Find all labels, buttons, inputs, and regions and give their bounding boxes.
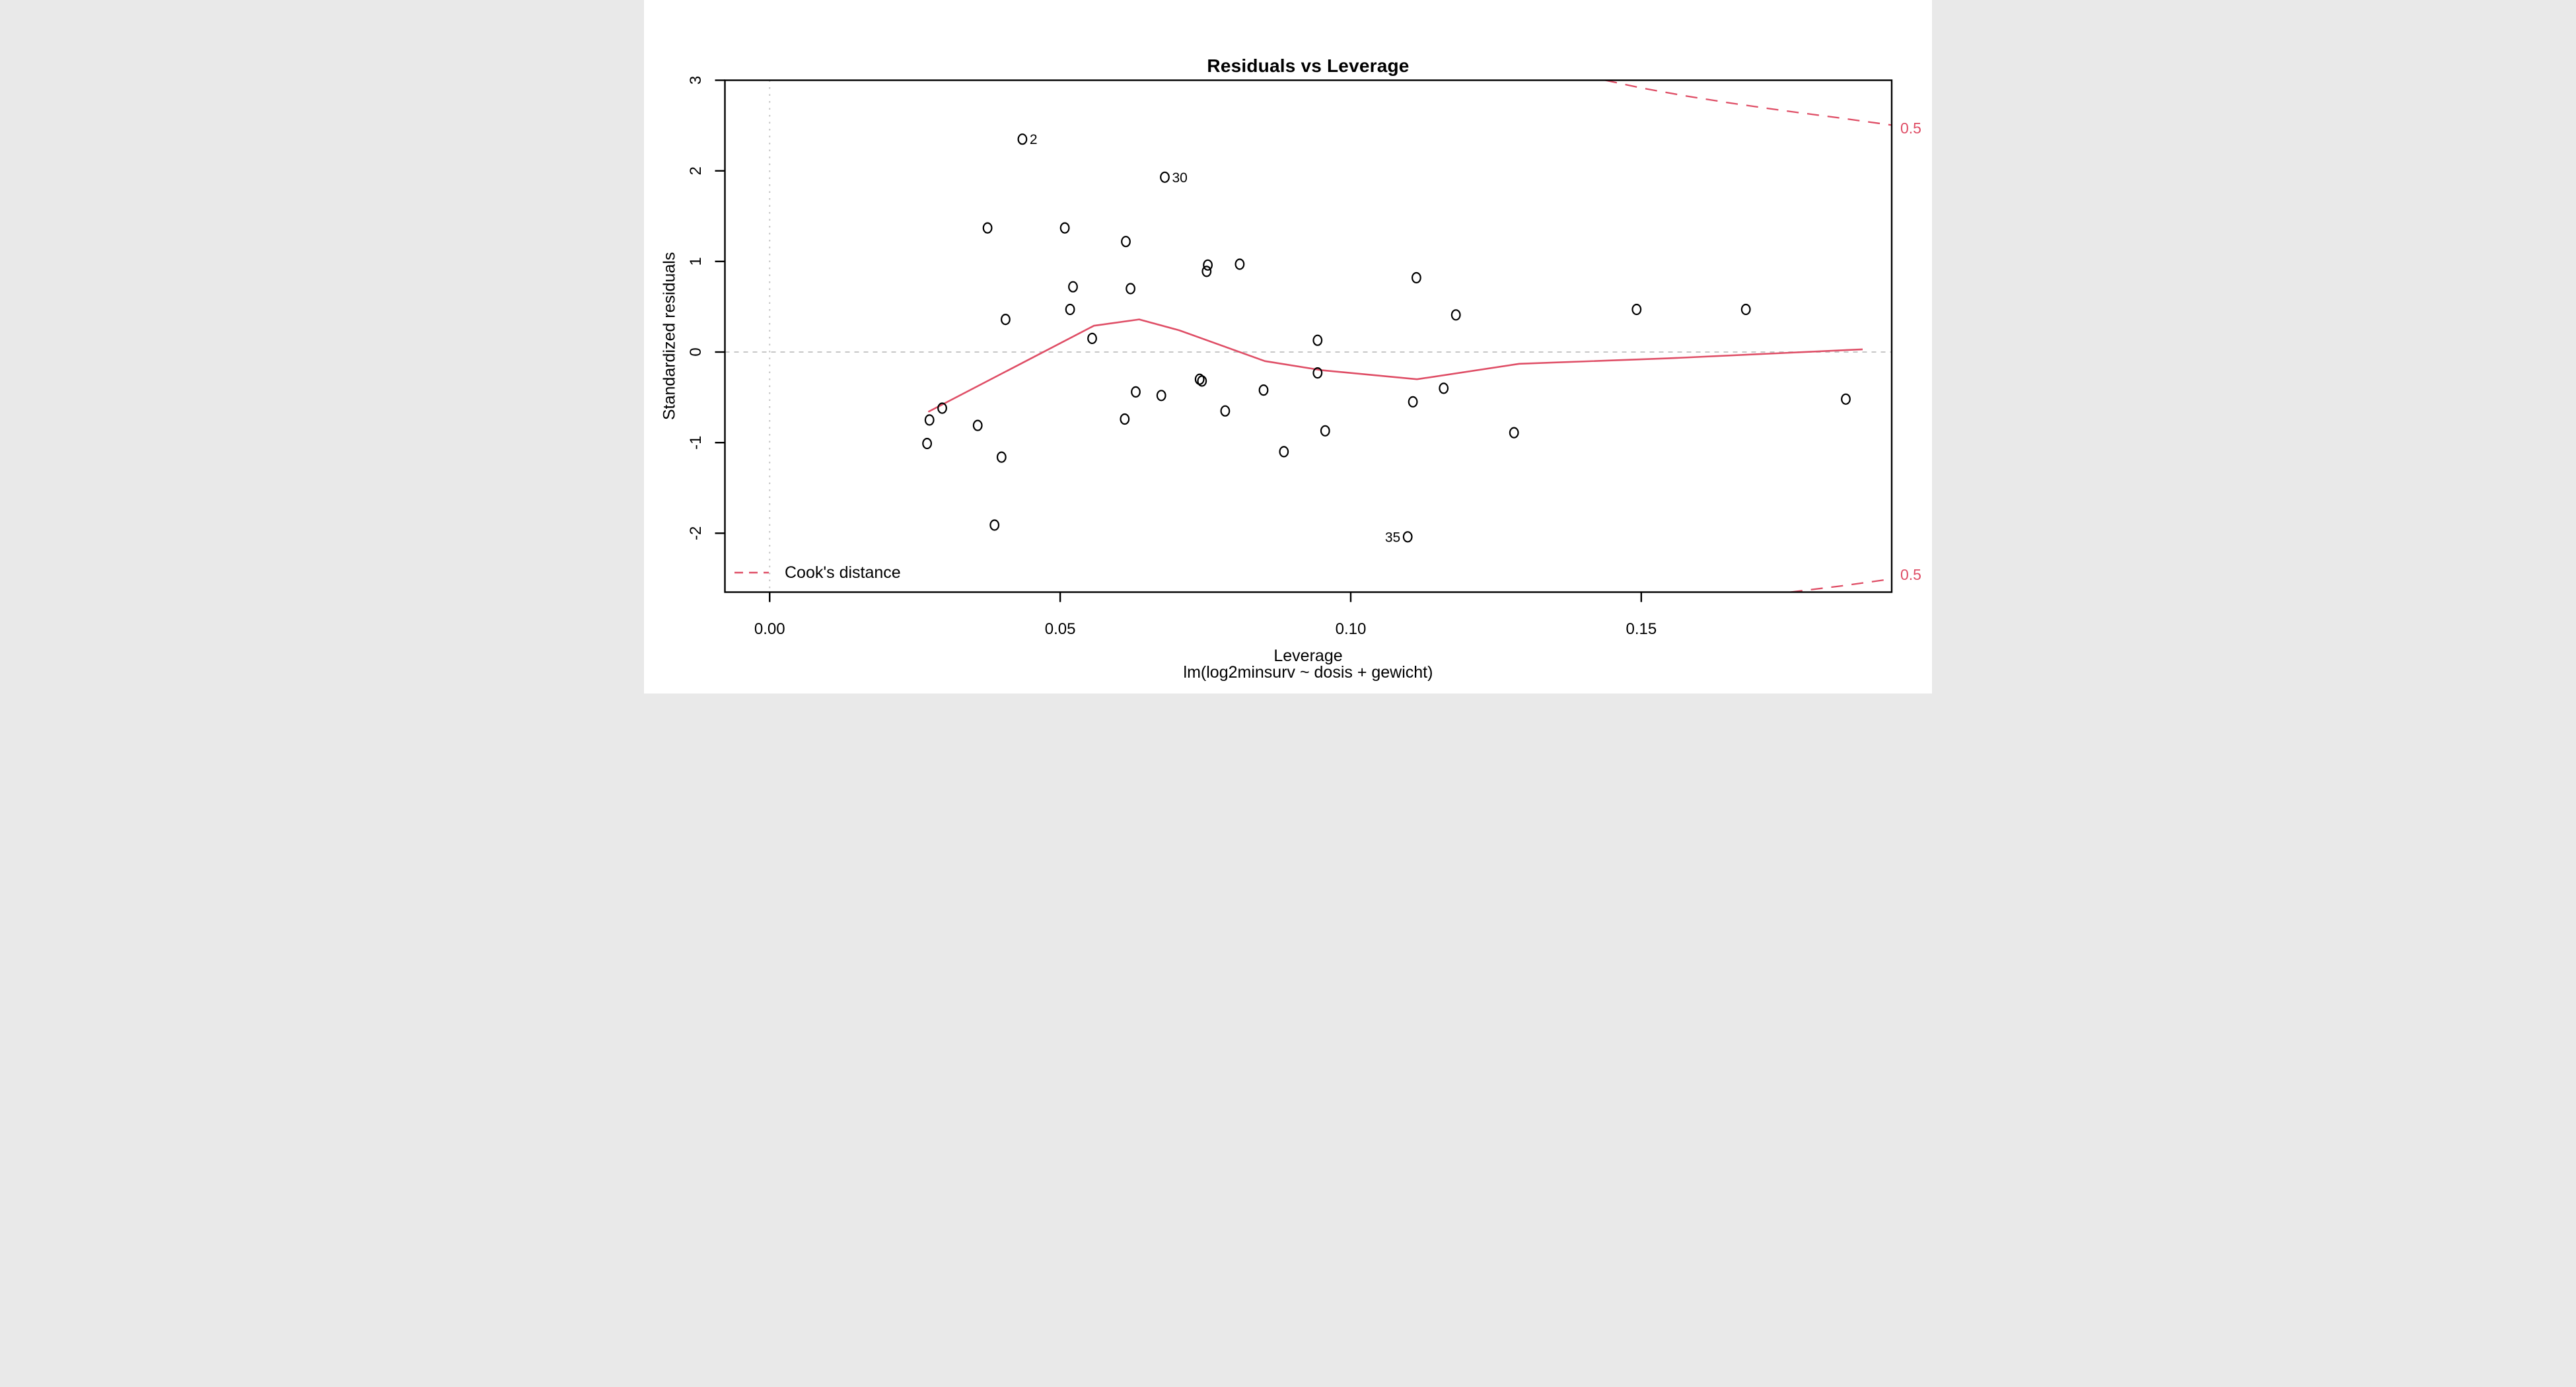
y-tick-label: -2 <box>687 526 705 540</box>
data-point <box>1258 384 1269 396</box>
cooks-distance-legend: Cook's distance <box>734 563 901 582</box>
data-point <box>1411 271 1421 284</box>
cooks-distance-contours <box>1605 79 1892 593</box>
y-axis-ticks: -2 -1 0 1 2 3 <box>687 76 725 540</box>
data-point <box>972 419 983 431</box>
y-tick-label: -1 <box>687 436 705 450</box>
dashed-line-icon <box>734 571 769 574</box>
data-point <box>922 437 933 450</box>
x-axis-title: Leverage <box>1273 647 1343 665</box>
data-point <box>996 451 1007 463</box>
data-point <box>989 519 1000 531</box>
cooks-contour-upper <box>1605 79 1892 126</box>
data-point <box>1320 425 1330 437</box>
y-tick-label: 1 <box>687 257 705 266</box>
y-tick-label: 3 <box>687 76 705 85</box>
legend-label: Cook's distance <box>785 563 901 582</box>
data-point <box>1841 393 1851 405</box>
x-tick-label: 0.15 <box>1626 620 1657 638</box>
data-point <box>1439 382 1449 394</box>
plot-border <box>724 79 1893 593</box>
figure-canvas: Residuals vs Leverage Standardized resid… <box>644 0 1932 694</box>
cooks-contour-lower <box>1790 578 1892 593</box>
data-point <box>1087 332 1097 345</box>
data-point <box>1402 531 1413 543</box>
data-point <box>1068 281 1078 293</box>
data-point <box>1121 236 1131 248</box>
x-axis-ticks: 0.00 0.05 0.10 0.15 <box>754 592 1657 638</box>
data-point <box>1450 309 1461 321</box>
data-point <box>1156 390 1166 402</box>
data-point <box>924 414 935 426</box>
data-point <box>1631 303 1642 316</box>
x-tick-label: 0.10 <box>1336 620 1367 638</box>
data-point <box>1408 396 1418 408</box>
data-point <box>1017 133 1028 145</box>
data-point <box>937 402 947 414</box>
scatter-points: 2 30 35 <box>922 132 1851 545</box>
point-label: 30 <box>1172 170 1188 186</box>
reference-lines <box>725 80 1892 592</box>
y-tick-label: 2 <box>687 166 705 175</box>
data-point <box>1126 283 1135 295</box>
data-point <box>1131 386 1141 398</box>
data-point <box>1279 446 1289 458</box>
x-tick-label: 0.05 <box>1045 620 1076 638</box>
y-tick-label: 0 <box>687 347 705 356</box>
point-label: 35 <box>1385 530 1400 545</box>
x-tick-label: 0.00 <box>754 620 785 638</box>
data-point <box>1312 367 1323 379</box>
data-point <box>1312 334 1323 346</box>
chart-title: Residuals vs Leverage <box>1207 55 1410 76</box>
plot-area: 0.00 0.05 0.10 0.15 -2 -1 0 1 2 3 2 30 35 <box>687 76 1893 638</box>
data-point <box>1001 314 1011 326</box>
data-point <box>1740 303 1751 316</box>
model-subtitle: lm(log2minsurv ~ dosis + gewicht) <box>1183 663 1433 682</box>
data-point <box>1220 405 1231 417</box>
data-point <box>1065 303 1075 316</box>
point-label: 2 <box>1030 132 1038 147</box>
data-point <box>982 222 993 234</box>
data-point <box>1160 171 1170 183</box>
data-point <box>1201 266 1212 277</box>
data-point <box>1059 222 1070 234</box>
smooth-line <box>927 318 1863 413</box>
data-point <box>1120 413 1130 425</box>
data-point <box>1234 258 1245 270</box>
data-point <box>1509 427 1519 439</box>
data-point <box>1203 259 1213 271</box>
data-point <box>1194 373 1205 385</box>
cooks-contour-label-bottom: 0.5 <box>1900 566 1921 583</box>
cooks-contour-label-top: 0.5 <box>1900 120 1921 137</box>
